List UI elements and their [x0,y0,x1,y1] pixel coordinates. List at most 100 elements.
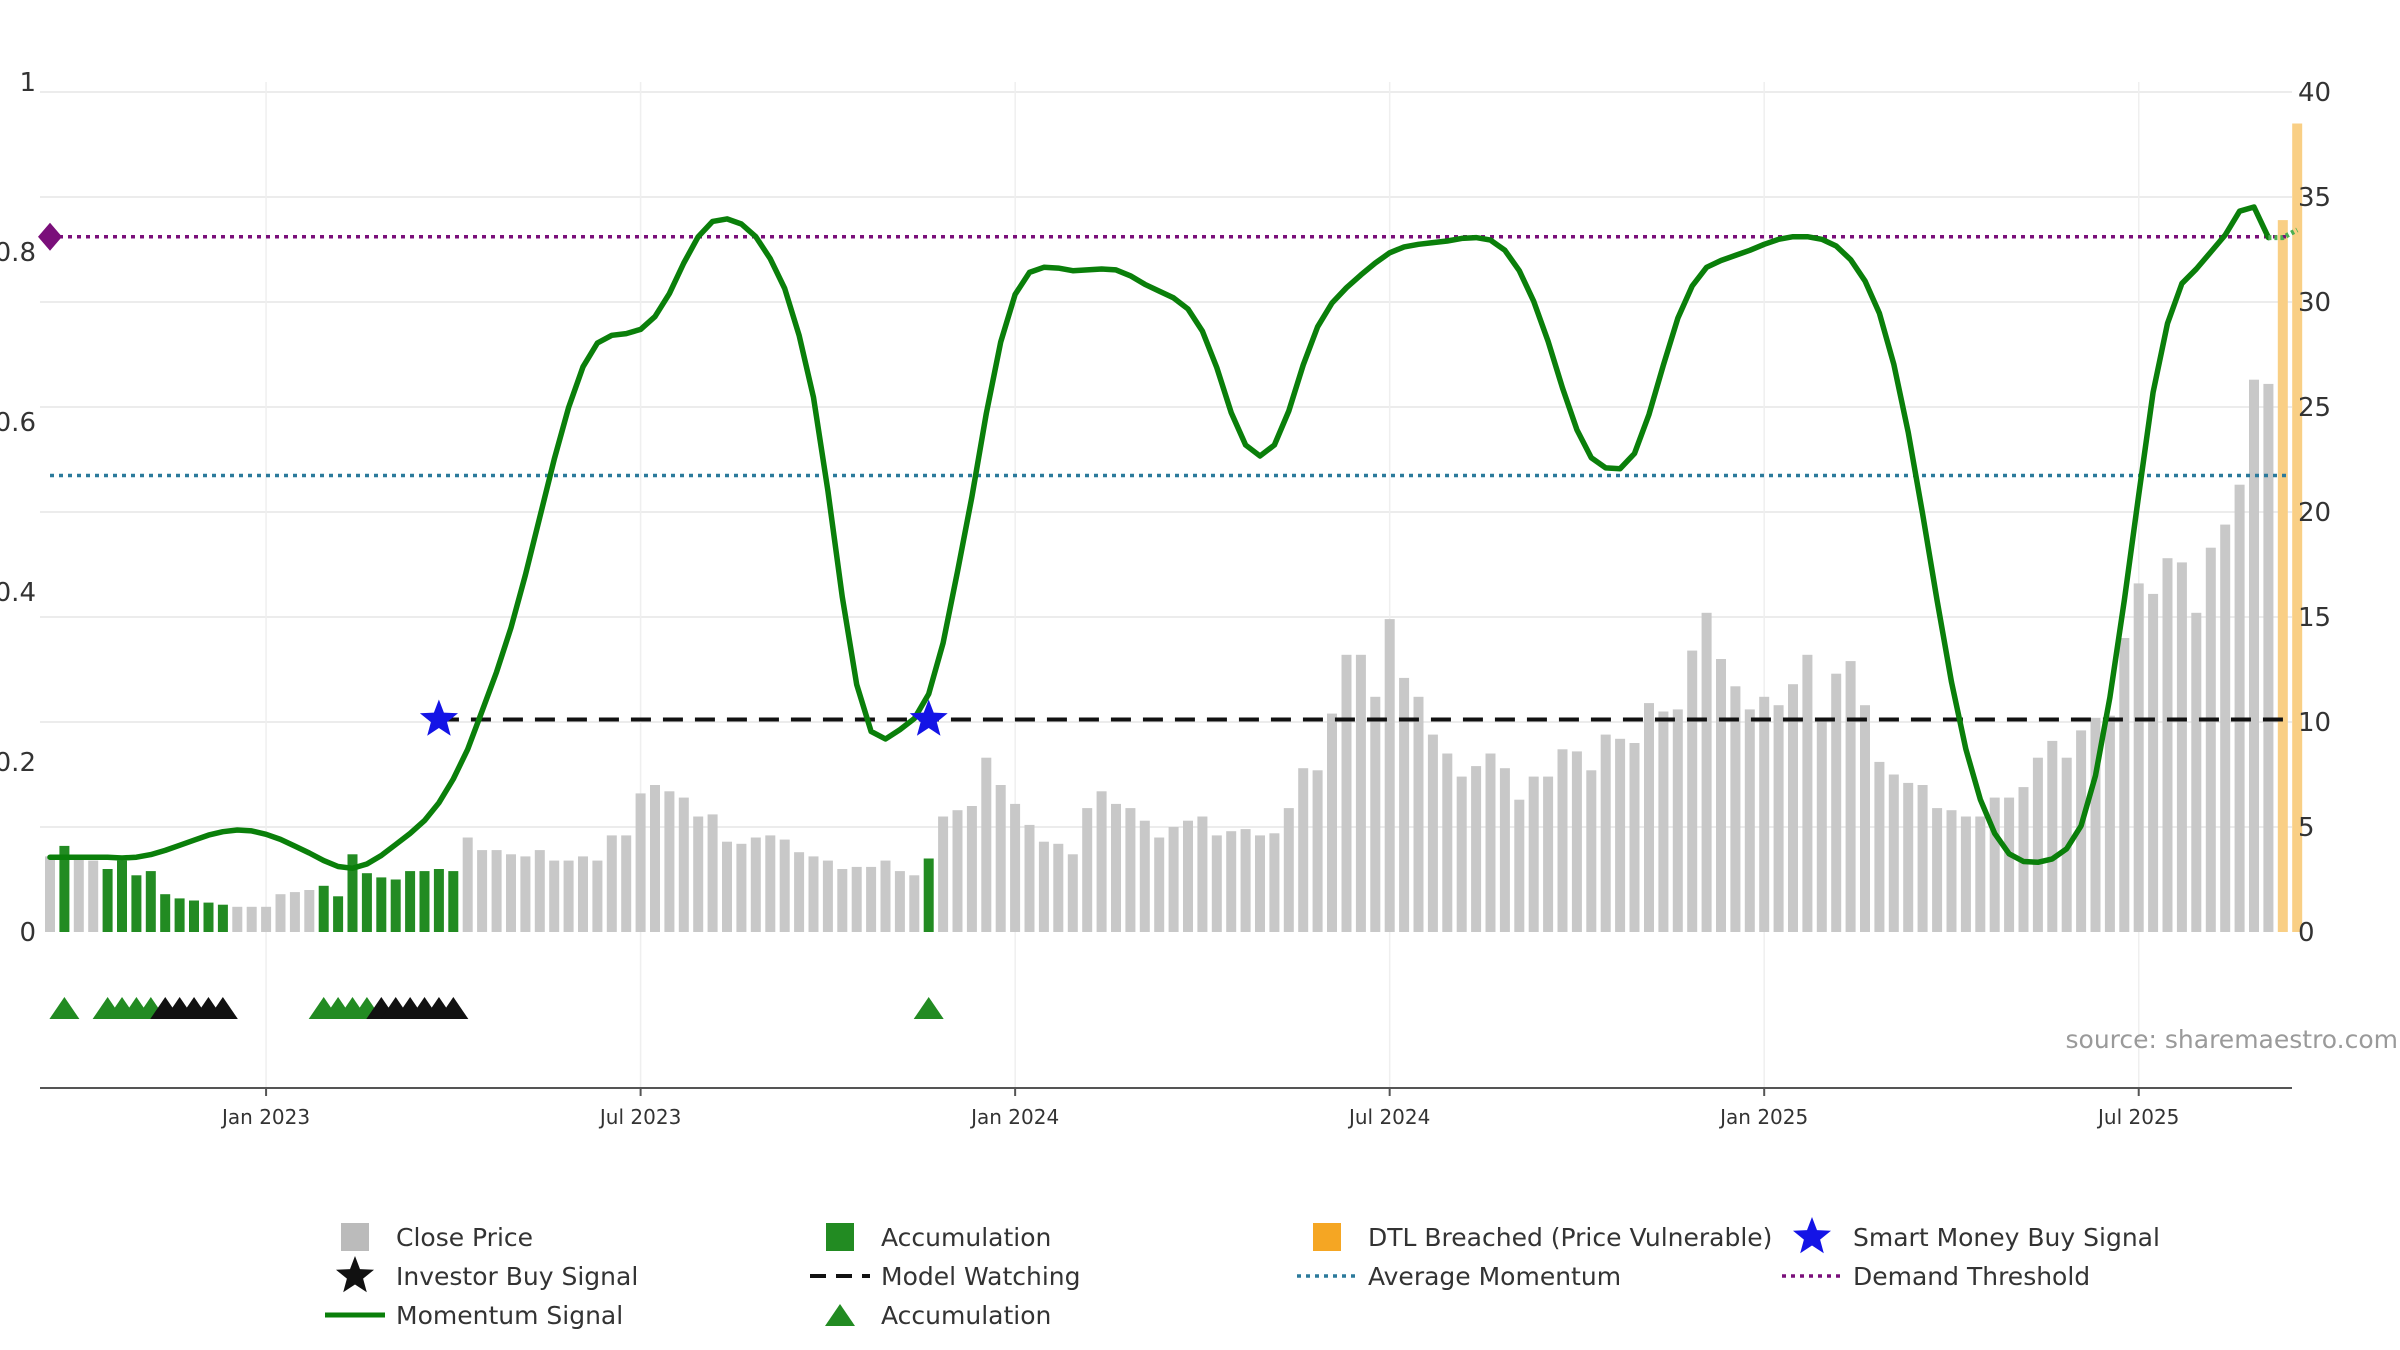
left-axis-tick: 0.8 [0,238,36,268]
close-price-bar [1485,753,1496,932]
legend-item: Accumulation [825,1301,1051,1330]
legend-item: DTL Breached (Price Vulnerable) [1313,1223,1772,1252]
close-price-bar [1298,768,1309,932]
legend: Close Price Accumulation DTL Breached (Pri… [325,1217,2160,1330]
close-price-bar [765,835,776,932]
legend-symbol-star-black [336,1256,374,1293]
legend-label: Model Watching [881,1262,1081,1291]
close-price-bar [606,835,617,932]
close-price-bar [1427,734,1438,932]
signal-markers [49,699,948,1019]
close-price-bar [1269,833,1280,932]
legend-item: Demand Threshold [1782,1262,2090,1291]
close-price-bar [1082,808,1093,932]
close-price-bar [2076,730,2087,932]
left-axis-tick: 0.2 [0,748,36,778]
close-price-bar [1802,654,1813,932]
close-price-bar [808,856,819,932]
legend-label: Accumulation [881,1301,1051,1330]
close-price-bar [1932,808,1943,932]
accumulation-bar [448,871,459,932]
close-price-bar [1773,705,1784,932]
legend-label: Investor Buy Signal [396,1262,638,1291]
close-price-bar [707,814,718,932]
close-price-bar [1658,711,1669,932]
close-price-bar [1197,816,1208,932]
accumulation-bar [102,869,113,932]
left-axis-tick: 0 [19,918,36,948]
close-price-bar [2162,558,2173,932]
close-price-bar [1831,673,1842,932]
right-axis-tick: 40 [2298,78,2331,108]
close-price-bar [1903,782,1914,932]
close-price-bar [851,866,862,932]
close-price-bar [1917,785,1928,932]
right-axis-tick: 10 [2298,708,2331,738]
accumulation-bar [189,900,199,932]
source-label: source: sharemaestro.com [2066,1025,2399,1054]
left-axis-tick: 0.6 [0,408,36,438]
close-price-bar [88,860,99,932]
close-price-bar [1644,703,1654,932]
close-price-bar [1240,829,1251,932]
close-price-bar [1471,766,1482,932]
close-price-bar [1600,734,1611,932]
close-price-bar [520,856,531,932]
close-price-bar [1168,827,1179,932]
close-price-bar [1960,816,1971,932]
investor-buy-triangle [438,997,469,1019]
accumulation-bar [59,845,70,932]
close-price-bar [837,869,848,932]
legend-label: Smart Money Buy Signal [1853,1223,2160,1252]
close-price-bar [1154,837,1165,932]
close-price-bar [2004,797,2015,932]
close-price-bar [2104,715,2115,932]
close-price-bar [1024,824,1035,932]
momentum-signal-layer [47,204,2299,872]
close-price-bar [894,871,905,932]
close-price-bar [1111,803,1121,932]
legend-symbol-square-orange [1313,1223,1341,1251]
legend-item: Accumulation [826,1223,1051,1252]
close-price-bar [1860,705,1870,932]
reference-lines [38,222,2288,722]
close-price-bars [45,123,2303,933]
close-price-bar [1038,841,1049,932]
close-price-bar [275,894,286,932]
legend-label: Accumulation [881,1223,1051,1252]
accumulation-bar [174,898,185,932]
demand-threshold-marker [38,222,62,251]
close-price-bar [578,856,588,932]
close-price-bar [534,850,545,932]
close-price-bar [1730,686,1741,932]
close-price-bar [246,906,257,932]
close-price-bar [73,856,84,932]
accumulation-bar [405,871,416,932]
close-price-bar [1701,612,1712,932]
close-price-bar [1888,774,1899,932]
legend-item: Close Price [341,1223,533,1252]
close-price-bar [1010,803,1021,932]
close-price-bar [1370,696,1381,932]
close-price-bar [1528,776,1539,932]
close-price-bar [1788,684,1798,932]
x-axis-tick-label: Jan 2023 [220,1105,310,1129]
close-price-bar [1255,835,1265,932]
close-price-bar [1125,808,1136,932]
right-axis-tick: 0 [2298,918,2315,948]
legend-symbol-star-blue [1793,1217,1831,1254]
close-price-bar [1586,770,1597,932]
close-price-bar [1139,820,1150,932]
accumulation-bar [160,894,171,932]
accumulation-bar [923,858,934,932]
close-price-bar [304,890,315,932]
close-price-bar [866,866,877,932]
accumulation-bar [145,871,156,932]
momentum-signal-line [47,204,2272,872]
close-price-bar [995,785,1006,932]
close-price-bar [2205,547,2216,932]
close-price-bar [650,785,660,932]
close-price-bar [1672,709,1683,932]
